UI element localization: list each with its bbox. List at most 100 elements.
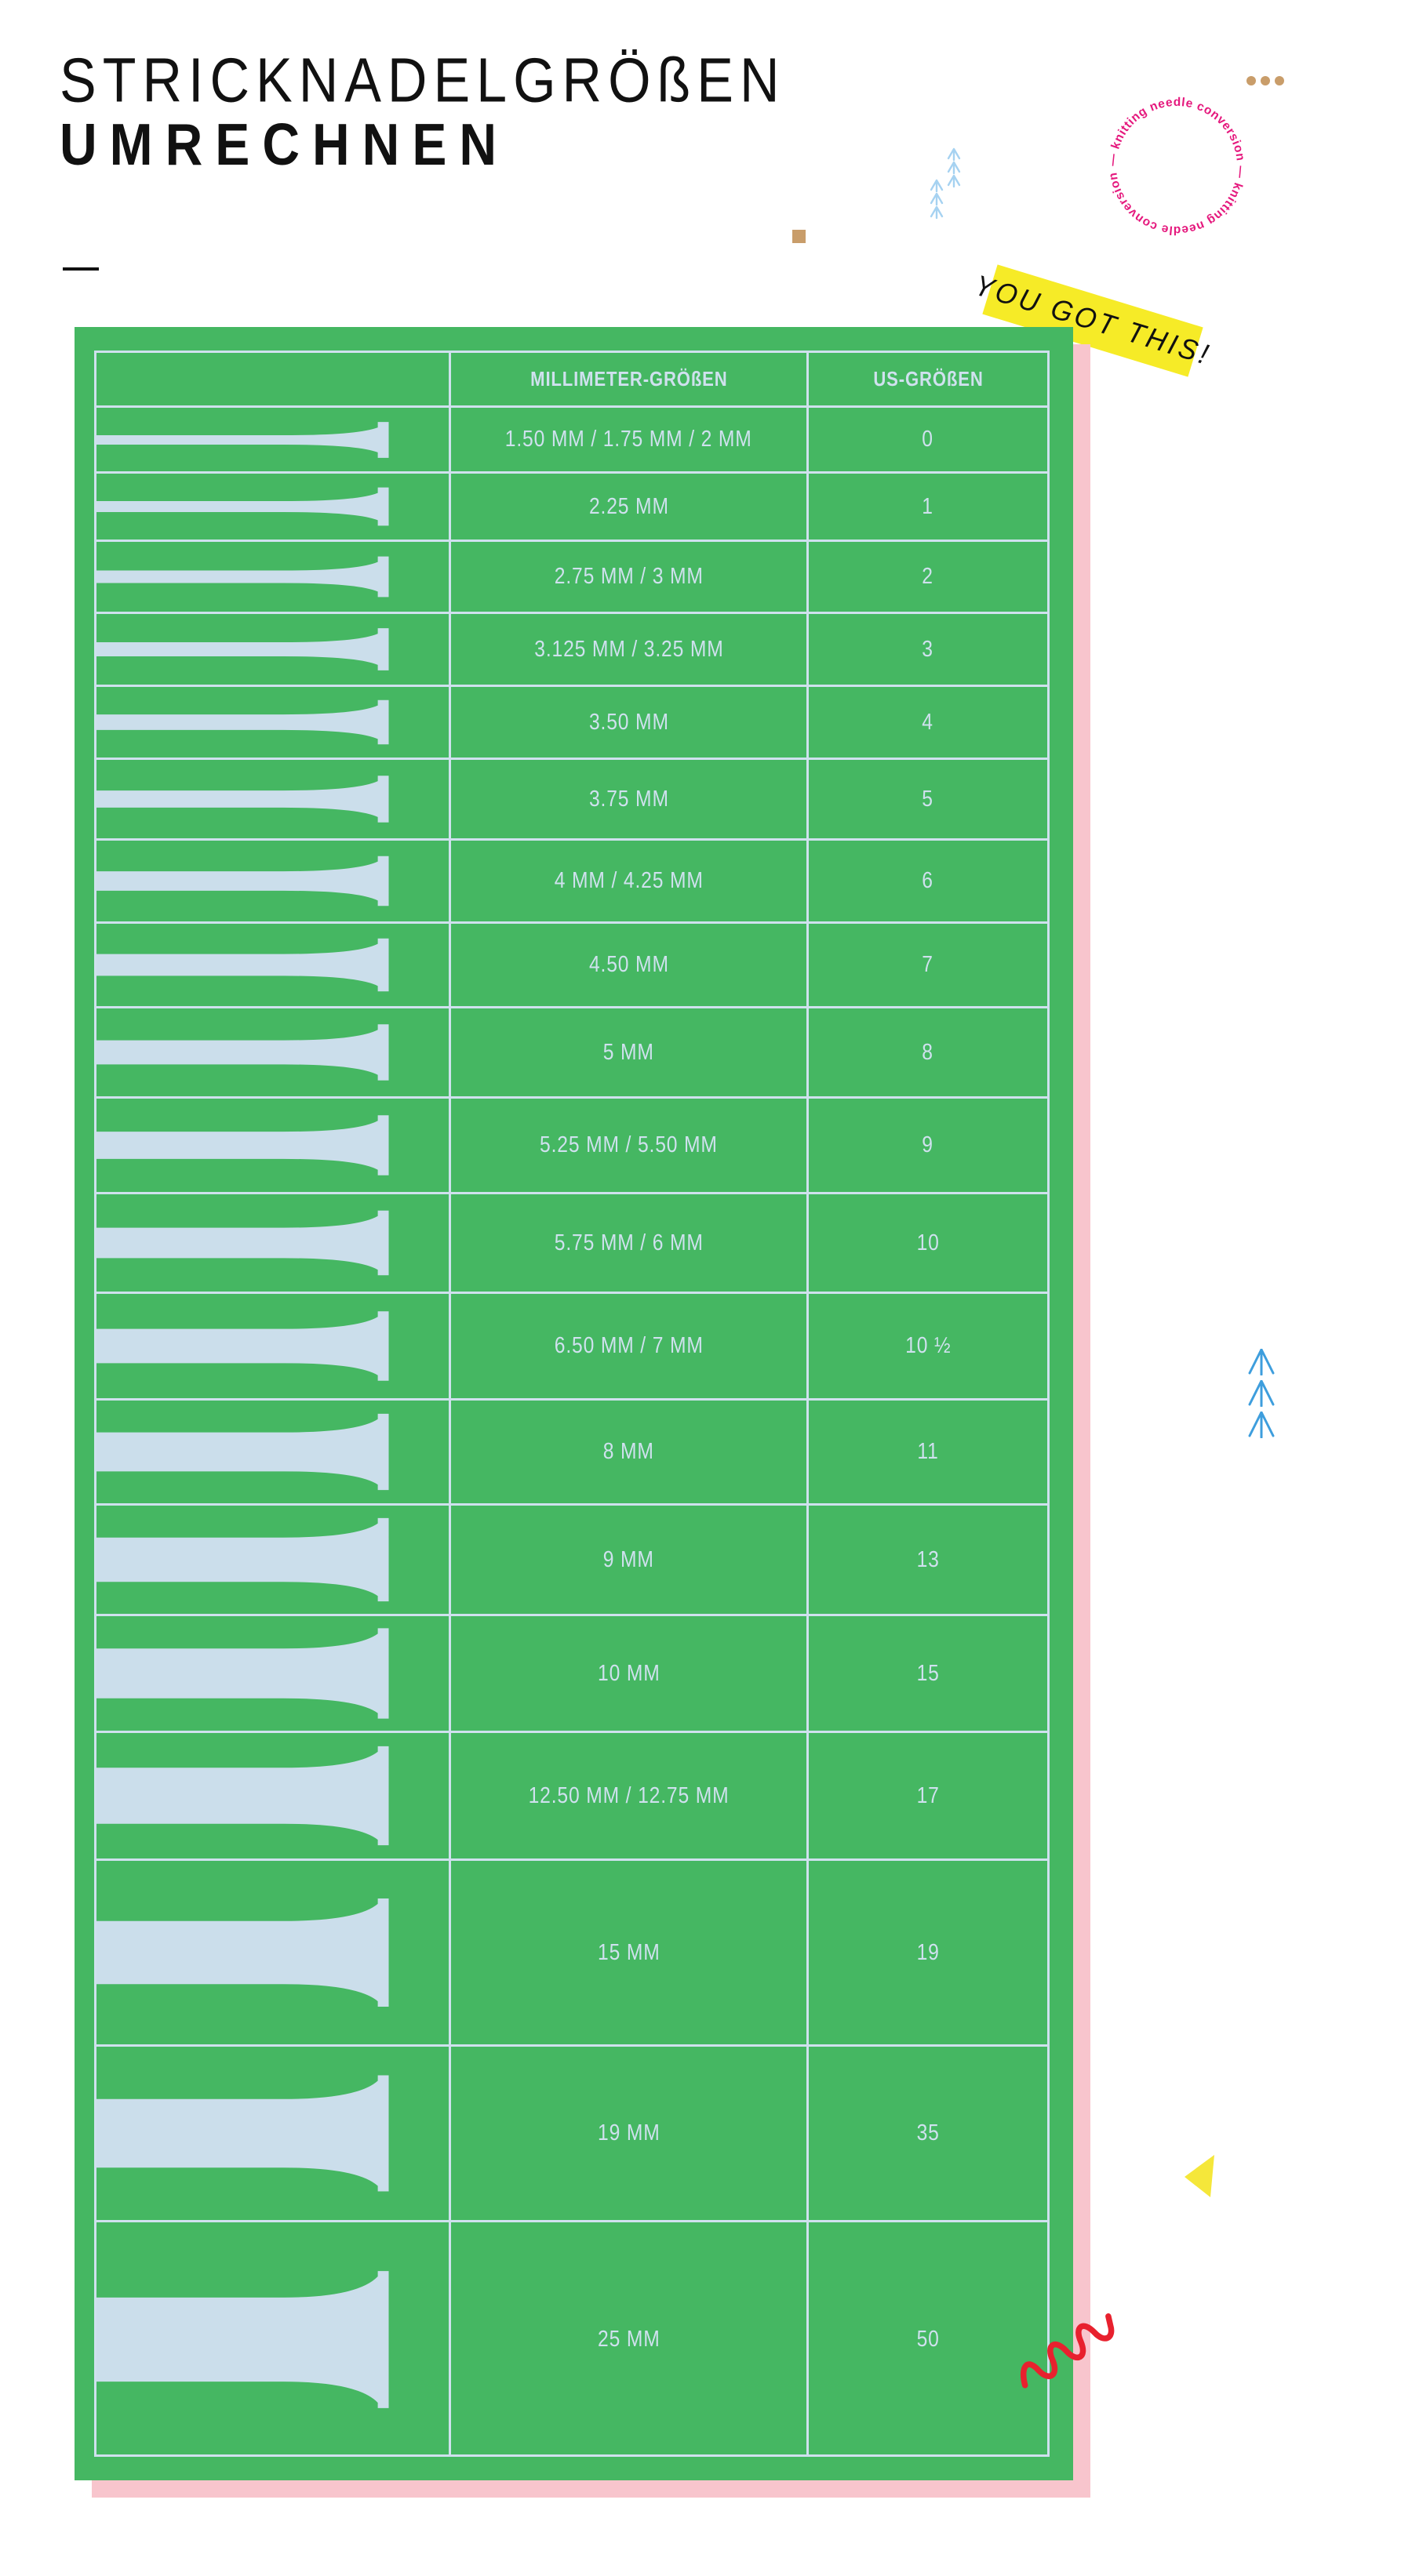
mm-header-cell: MILLIMETER-GRÖßEN: [451, 353, 809, 405]
table-row: 3.125 MM / 3.25 MM 3: [96, 612, 1047, 685]
svg-text:— knitting needle conversion: — knitting needle conversion — knitting …: [1106, 96, 1248, 237]
mm-size-cell: 15 MM: [451, 1861, 809, 2044]
us-header-cell: US-GRÖßEN: [809, 353, 1047, 405]
table-row: 5 MM 8: [96, 1006, 1047, 1096]
us-size-label: 9: [922, 1132, 934, 1157]
mm-size-label: 2.75 MM / 3 MM: [554, 564, 704, 589]
us-size-label: 3: [922, 636, 934, 662]
small-up-arrows-icon: [930, 147, 961, 220]
mm-size-label: 5.75 MM / 6 MM: [554, 1230, 704, 1255]
us-size-label: 7: [922, 952, 934, 977]
mm-size-cell: 10 MM: [451, 1616, 809, 1731]
mm-size-cell: 5.75 MM / 6 MM: [451, 1194, 809, 1292]
table-row: 6.50 MM / 7 MM 10 ½: [96, 1292, 1047, 1398]
needle-cell: [96, 841, 451, 921]
us-size-cell: 35: [809, 2047, 1047, 2220]
mm-size-cell: 4 MM / 4.25 MM: [451, 841, 809, 921]
mm-size-label: 6.50 MM / 7 MM: [554, 1333, 704, 1358]
circular-stamp: — knitting needle conversion — knitting …: [1106, 96, 1248, 237]
us-size-label: 4: [922, 709, 934, 735]
us-size-label: 19: [916, 1939, 940, 1965]
us-size-label: 0: [922, 427, 934, 452]
us-size-label: 15: [916, 1660, 940, 1686]
us-size-label: 1: [922, 493, 934, 519]
mm-size-cell: 1.50 MM / 1.75 MM / 2 MM: [451, 408, 809, 471]
table-row: 5.75 MM / 6 MM 10: [96, 1192, 1047, 1292]
us-size-cell: 4: [809, 687, 1047, 758]
red-squiggle-icon: [1020, 2313, 1115, 2389]
mm-size-label: 3.75 MM: [588, 786, 669, 812]
table-row: 9 MM 13: [96, 1503, 1047, 1614]
needle-cell: [96, 1194, 451, 1292]
us-size-label: 10: [916, 1230, 940, 1255]
mm-size-label: 4 MM / 4.25 MM: [554, 868, 704, 893]
needle-icon: [96, 1115, 389, 1175]
needle-cell: [96, 1861, 451, 2044]
us-size-cell: 11: [809, 1401, 1047, 1503]
needle-cell: [96, 614, 451, 685]
up-arrow-icon: [1248, 1380, 1275, 1407]
table-body: 1.50 MM / 1.75 MM / 2 MM 0 2.25 MM 1 2.75 MM…: [96, 405, 1047, 2457]
three-dots-decoration: [1246, 76, 1284, 85]
mm-size-label: 25 MM: [597, 2327, 661, 2352]
needle-icon: [96, 487, 389, 526]
us-size-cell: 15: [809, 1616, 1047, 1731]
needle-icon: [96, 1628, 389, 1719]
us-size-label: 2: [922, 564, 934, 589]
us-size-cell: 50: [809, 2222, 1047, 2457]
mm-size-label: 10 MM: [597, 1660, 661, 1686]
us-size-cell: 10 ½: [809, 1294, 1047, 1398]
mm-size-cell: 3.75 MM: [451, 760, 809, 838]
table-row: 4.50 MM 7: [96, 921, 1047, 1006]
mm-size-label: 15 MM: [597, 1939, 661, 1965]
mm-size-label: 3.125 MM / 3.25 MM: [533, 636, 724, 662]
us-size-cell: 0: [809, 408, 1047, 471]
needle-header-cell: [96, 353, 451, 405]
up-arrow-icon: [1248, 1349, 1275, 1375]
needle-icon: [96, 938, 389, 992]
needle-icon: [96, 699, 389, 745]
needle-icon: [96, 421, 389, 458]
needle-icon: [96, 1746, 389, 1846]
needle-icon: [96, 628, 389, 670]
tan-square-decoration: [792, 230, 806, 243]
us-size-cell: 7: [809, 924, 1047, 1006]
mm-size-label: 2.25 MM: [588, 493, 669, 519]
mm-size-label: 19 MM: [597, 2120, 661, 2145]
needle-icon: [96, 1210, 389, 1276]
needle-cell: [96, 408, 451, 471]
stamp-text: — knitting needle conversion — knitting …: [1106, 96, 1247, 237]
needle-icon: [96, 1413, 389, 1491]
page-title: STRICKNADELGRÖßEN UMRECHNEN: [60, 49, 786, 173]
us-size-cell: 8: [809, 1008, 1047, 1096]
mm-size-cell: 12.50 MM / 12.75 MM: [451, 1733, 809, 1858]
us-size-cell: 10: [809, 1194, 1047, 1292]
needle-cell: [96, 1506, 451, 1614]
us-header-label: US-GRÖßEN: [872, 367, 984, 391]
table-row: 10 MM 15: [96, 1614, 1047, 1731]
mm-size-label: 9 MM: [602, 1546, 655, 1572]
dot-icon: [1261, 76, 1270, 85]
us-size-label: 6: [922, 868, 934, 893]
us-size-cell: 2: [809, 542, 1047, 612]
needle-cell: [96, 542, 451, 612]
mm-size-label: 8 MM: [602, 1439, 655, 1464]
needle-icon: [96, 2271, 389, 2408]
needle-icon: [96, 1024, 389, 1081]
us-size-cell: 19: [809, 1861, 1047, 2044]
mm-size-cell: 2.75 MM / 3 MM: [451, 542, 809, 612]
needle-icon: [96, 776, 389, 823]
table-row: 2.25 MM 1: [96, 471, 1047, 540]
us-size-cell: 3: [809, 614, 1047, 685]
table-row: 1.50 MM / 1.75 MM / 2 MM 0: [96, 405, 1047, 471]
us-size-label: 8: [922, 1039, 934, 1065]
table-row: 4 MM / 4.25 MM 6: [96, 838, 1047, 921]
mm-size-cell: 3.125 MM / 3.25 MM: [451, 614, 809, 685]
mm-size-label: 5 MM: [602, 1039, 655, 1065]
yellow-triangle-icon: [1185, 2155, 1214, 2197]
us-size-cell: 17: [809, 1733, 1047, 1858]
needle-cell: [96, 687, 451, 758]
table-row: 8 MM 11: [96, 1398, 1047, 1503]
needle-cell: [96, 1616, 451, 1731]
